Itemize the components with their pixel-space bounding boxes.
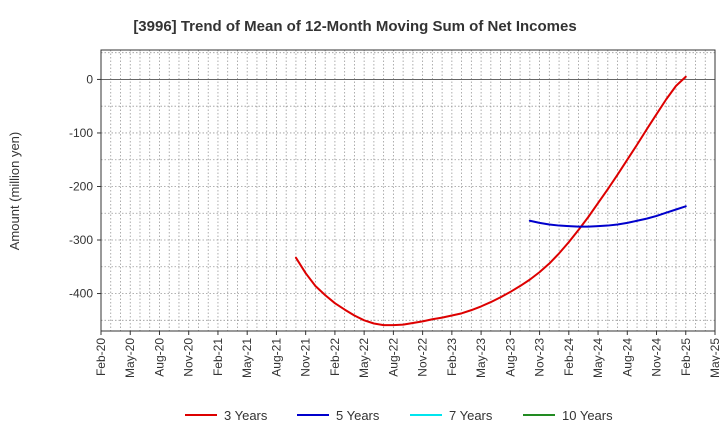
y-axis-ticks: 0 -100 -200 -300 -400 [69, 72, 101, 301]
x-tick-label: May-22 [357, 338, 371, 378]
legend-item-10-years: 10 Years [523, 408, 613, 423]
y-tick-label: 0 [86, 72, 93, 86]
x-tick-label: Aug-22 [386, 338, 400, 377]
x-tick-label: Nov-21 [299, 338, 313, 377]
legend-label: 3 Years [224, 408, 268, 423]
x-tick-label: Feb-24 [562, 338, 576, 376]
y-tick-label: -400 [69, 287, 93, 301]
x-tick-label: Nov-22 [416, 338, 430, 377]
y-tick-label: -300 [69, 233, 93, 247]
x-tick-label: Feb-22 [328, 338, 342, 376]
x-tick-label: Aug-24 [620, 338, 634, 377]
legend: 3 Years 5 Years 7 Years 10 Years [185, 408, 613, 423]
legend-label: 5 Years [336, 408, 380, 423]
x-tick-label: May-20 [123, 338, 137, 378]
series-line-3-years [294, 75, 687, 327]
plot-grid [101, 50, 715, 331]
legend-label: 10 Years [562, 408, 613, 423]
x-tick-label: May-23 [474, 338, 488, 378]
x-tick-label: May-21 [240, 338, 254, 378]
plot-series [294, 75, 687, 327]
y-axis-label: Amount (million yen) [7, 132, 22, 251]
legend-item-7-years: 7 Years [410, 408, 493, 423]
x-tick-label: Nov-24 [650, 338, 664, 377]
y-tick-label: -200 [69, 179, 93, 193]
x-tick-label: Feb-20 [94, 338, 108, 376]
y-tick-label: -100 [69, 126, 93, 140]
legend-item-3-years: 3 Years [185, 408, 268, 423]
x-tick-label: Feb-21 [211, 338, 225, 376]
plot-frame [100, 49, 716, 332]
x-tick-label: Aug-23 [503, 338, 517, 377]
x-tick-label: May-24 [591, 338, 605, 378]
x-tick-label: Nov-23 [533, 338, 547, 377]
x-axis-ticks: Feb-20 May-20 Aug-20 Nov-20 Feb-21 May-21 Aug-… [94, 331, 720, 378]
x-tick-label: Nov-20 [182, 338, 196, 377]
chart-title: [3996] Trend of Mean of 12-Month Moving … [133, 18, 576, 35]
x-tick-label: Feb-23 [445, 338, 459, 376]
legend-item-5-years: 5 Years [297, 408, 380, 423]
x-tick-label: Aug-21 [269, 338, 283, 377]
legend-label: 7 Years [449, 408, 493, 423]
x-tick-label: Feb-25 [679, 338, 693, 376]
x-tick-label: May-25 [708, 338, 720, 378]
x-tick-label: Aug-20 [152, 338, 166, 377]
series-line-5-years [528, 205, 687, 228]
